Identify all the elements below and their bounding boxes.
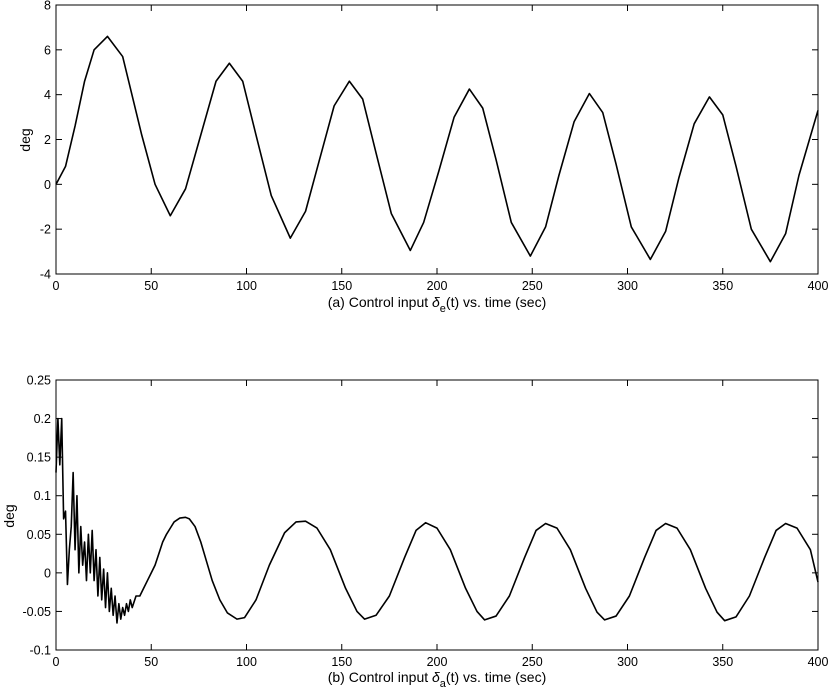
- y-tick-label-b: 0.25: [27, 374, 51, 388]
- x-tick-label-a: 0: [53, 279, 60, 293]
- y-tick-label-a: -4: [40, 268, 51, 282]
- x-tick-label-b: 350: [712, 655, 733, 669]
- plot-frame-a: [55, 4, 819, 275]
- x-tick-label-b: 150: [331, 655, 352, 669]
- x-tick-label-b: 0: [53, 655, 60, 669]
- y-tick-label-a: 2: [44, 133, 51, 147]
- y-tick-label-b: -0.05: [23, 605, 52, 619]
- chart-panel-a: 0 50 100 150 200 250 300 350 400 -4 -2 0 2 4 6 8 deg (a) …: [17, 0, 828, 315]
- series-line-a: [55, 35, 819, 263]
- x-tick-label-b: 250: [522, 655, 543, 669]
- y-axis-label-b: deg: [1, 504, 17, 527]
- x-tick-label-b: 100: [236, 655, 257, 669]
- y-tick-label-b: 0.1: [34, 489, 51, 503]
- y-tick-label-a: 8: [44, 0, 51, 13]
- y-tick-label-a: -2: [40, 223, 51, 237]
- y-tick-label-b: -0.1: [29, 644, 51, 658]
- y-tick-label-a: 0: [44, 178, 51, 192]
- x-tick-label-b: 200: [427, 655, 448, 669]
- chart-panel-b: 0 50 100 150 200 250 300 350 400 -0.1 -0.05 0 0.05 0.…: [1, 374, 828, 691]
- x-tick-label-a: 100: [236, 279, 257, 293]
- x-axis-label-b: (b) Control input δa(t) vs. time (sec): [328, 669, 547, 690]
- y-tick-label-a: 4: [44, 88, 51, 102]
- y-axis-label-a: deg: [17, 128, 33, 151]
- x-tick-label-a: 350: [712, 279, 733, 293]
- y-tick-label-b: 0.15: [27, 451, 51, 465]
- x-tick-label-a: 400: [808, 279, 829, 293]
- x-tick-label-a: 200: [427, 279, 448, 293]
- series-line-b: [55, 417, 819, 624]
- x-tick-label-a: 150: [331, 279, 352, 293]
- x-axis-label-a: (a) Control input δe(t) vs. time (sec): [328, 294, 547, 315]
- x-tick-label-a: 300: [617, 279, 638, 293]
- x-tick-label-b: 400: [808, 655, 829, 669]
- x-tick-label-a: 250: [522, 279, 543, 293]
- x-tick-label-a: 50: [144, 279, 158, 293]
- y-tick-label-b: 0.2: [34, 412, 51, 426]
- x-tick-label-b: 300: [617, 655, 638, 669]
- y-tick-label-a: 6: [44, 43, 51, 57]
- plot-frame-b: [55, 379, 819, 651]
- y-tick-label-b: 0: [44, 566, 51, 580]
- y-tick-label-b: 0.05: [27, 528, 51, 542]
- x-tick-label-b: 50: [144, 655, 158, 669]
